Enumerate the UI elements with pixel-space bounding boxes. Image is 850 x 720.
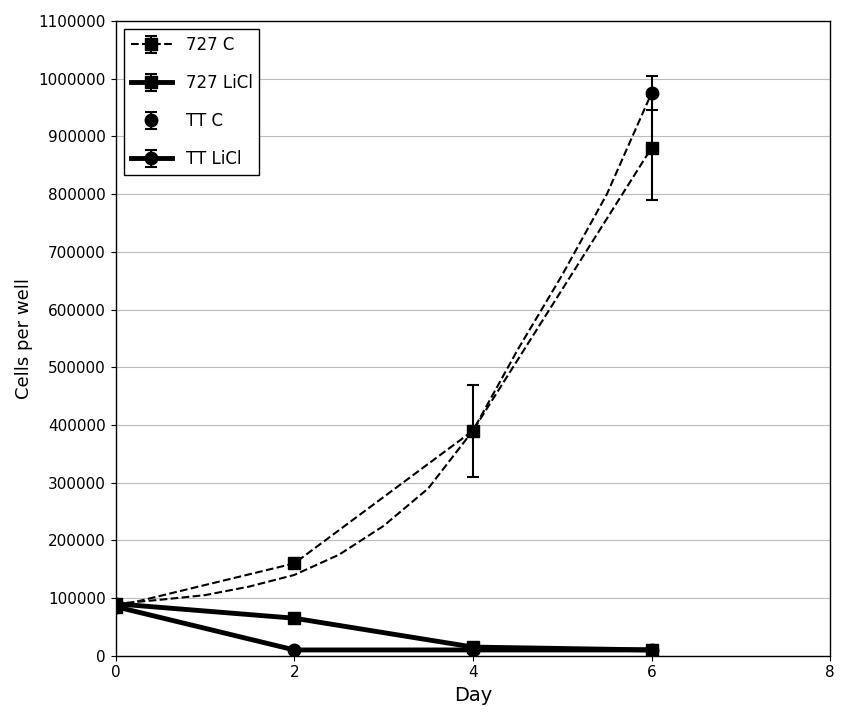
X-axis label: Day: Day [454,686,492,705]
Legend: 727 C, 727 LiCl, TT C, TT LiCl: 727 C, 727 LiCl, TT C, TT LiCl [124,30,259,175]
Y-axis label: Cells per well: Cells per well [15,278,33,399]
